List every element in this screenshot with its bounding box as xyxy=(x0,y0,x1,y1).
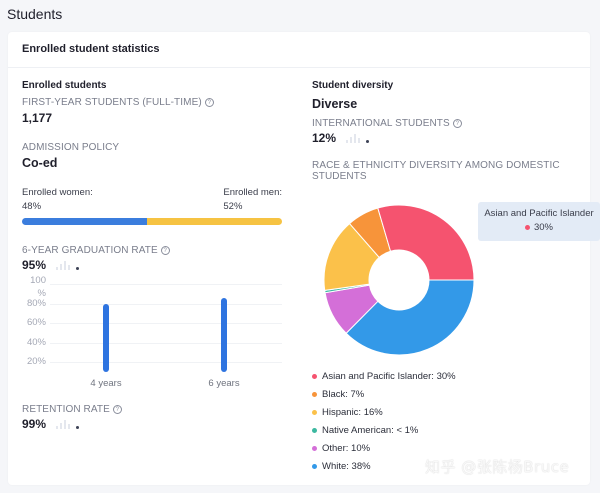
legend-item[interactable]: Asian and Pacific Islander: 30% xyxy=(312,367,584,385)
men-stat: Enrolled men: 52% xyxy=(223,187,282,212)
men-value: 52% xyxy=(223,201,243,212)
grad-rate-value-row: 95% xyxy=(22,258,282,272)
donut-slice-asian-and-pacific-islander[interactable] xyxy=(377,204,475,281)
gridline xyxy=(50,303,282,305)
grad-rate-value: 95% xyxy=(22,258,47,272)
watermark: 知乎 @张陈杨Bruce xyxy=(425,458,570,476)
y-tick-label: 80% xyxy=(26,297,46,309)
legend-dot-icon xyxy=(312,409,317,415)
legend-dot-icon xyxy=(312,373,317,379)
sparkline-icon xyxy=(346,133,370,143)
retention-rate-label: RETENTION RATE ? xyxy=(22,404,282,415)
y-tick-label: 40% xyxy=(26,336,46,348)
x-tick-label: 4 years xyxy=(90,378,122,389)
admission-policy-label: ADMISSION POLICY xyxy=(22,142,120,153)
women-label: Enrolled women: xyxy=(22,187,93,198)
legend-label: Native American: < 1% xyxy=(322,424,419,436)
grad-rate-label: 6-YEAR GRADUATION RATE ? xyxy=(22,245,282,256)
tooltip-title: Asian and Pacific Islander xyxy=(484,208,594,219)
first-year-value: 1,177 xyxy=(22,111,53,125)
legend-label: White: 38% xyxy=(322,460,371,472)
card-title: Enrolled student statistics xyxy=(8,32,590,68)
help-icon[interactable]: ? xyxy=(112,405,122,414)
gender-bar xyxy=(22,218,282,225)
chart-tooltip: Asian and Pacific Islander 30% xyxy=(478,202,600,241)
women-stat: Enrolled women: 48% xyxy=(22,187,93,212)
donut-slice-white[interactable] xyxy=(345,279,475,356)
sparkline-icon xyxy=(56,419,80,429)
gridline xyxy=(50,323,282,325)
bar-6-years[interactable] xyxy=(221,297,227,372)
help-icon[interactable]: ? xyxy=(452,119,462,128)
gridline xyxy=(50,362,282,364)
legend-dot-icon xyxy=(312,427,317,433)
chart-legend: Asian and Pacific Islander: 30% Black: 7%… xyxy=(312,367,584,475)
international-value-row: 12% xyxy=(312,131,584,145)
tooltip-value: 30% xyxy=(533,222,553,233)
first-year-label: FIRST-YEAR STUDENTS (FULL-TIME) ? xyxy=(22,97,282,108)
gridline xyxy=(50,284,282,285)
student-diversity-column: Student diversity Diverse INTERNATIONAL … xyxy=(312,80,600,475)
legend-label: Black: 7% xyxy=(322,388,365,400)
international-value: 12% xyxy=(312,131,337,145)
race-ethnicity-label: RACE & ETHNICITY DIVERSITY AMONG DOMESTI… xyxy=(312,160,560,182)
international-label: INTERNATIONAL STUDENTS ? xyxy=(312,118,584,129)
gender-bar-men xyxy=(146,218,282,225)
enrolled-students-column: Enrolled students FIRST-YEAR STUDENTS (F… xyxy=(22,80,282,431)
retention-rate-value: 99% xyxy=(22,417,47,431)
y-tick-label: 60% xyxy=(26,317,46,329)
help-icon[interactable]: ? xyxy=(160,246,170,255)
bar-4-years[interactable] xyxy=(103,303,109,372)
y-tick-label: 100% xyxy=(30,275,46,299)
admission-policy-value: Co-ed xyxy=(22,156,58,170)
help-icon[interactable]: ? xyxy=(204,98,214,107)
legend-item[interactable]: Hispanic: 16% xyxy=(312,403,584,421)
gender-bar-women xyxy=(22,218,147,225)
race-donut-chart: Asian and Pacific Islander 30% xyxy=(312,182,600,367)
legend-label: Asian and Pacific Islander: 30% xyxy=(322,370,456,382)
legend-label: Hispanic: 16% xyxy=(322,406,383,418)
graduation-bar-chart: 100% 80% 60% 40% 20% 4 years 6 years xyxy=(22,274,282,396)
donut-svg[interactable] xyxy=(319,200,479,360)
tooltip-dot-icon xyxy=(524,225,530,230)
legend-item[interactable]: Native American: < 1% xyxy=(312,421,584,439)
legend-dot-icon xyxy=(312,463,317,469)
men-label: Enrolled men: xyxy=(223,187,282,198)
y-tick-label: 20% xyxy=(26,356,46,368)
retention-rate-value-row: 99% xyxy=(22,417,282,431)
legend-dot-icon xyxy=(312,391,317,397)
legend-item[interactable]: Black: 7% xyxy=(312,385,584,403)
legend-dot-icon xyxy=(312,445,317,451)
legend-label: Other: 10% xyxy=(322,442,371,454)
enrolled-stats-card: Enrolled student statistics Enrolled stu… xyxy=(8,32,600,485)
diversity-value: Diverse xyxy=(312,97,358,111)
sparkline-icon xyxy=(56,260,80,270)
student-diversity-heading: Student diversity xyxy=(312,80,394,91)
x-tick-label: 6 years xyxy=(208,378,240,389)
page-title: Students xyxy=(7,6,63,22)
gender-split: Enrolled women: 48% Enrolled men: 52% xyxy=(22,187,282,212)
women-value: 48% xyxy=(22,201,42,212)
enrolled-students-heading: Enrolled students xyxy=(22,80,107,91)
legend-item[interactable]: Other: 10% xyxy=(312,439,584,457)
gridline xyxy=(50,342,282,344)
legend-item[interactable]: White: 38% xyxy=(312,457,584,475)
